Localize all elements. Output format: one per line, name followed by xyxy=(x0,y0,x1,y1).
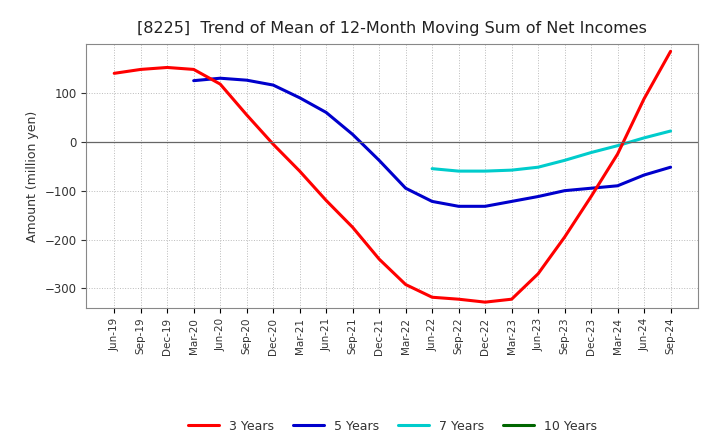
3 Years xyxy=(375,257,384,262)
5 Years xyxy=(243,77,251,83)
7 Years xyxy=(508,168,516,173)
3 Years xyxy=(110,71,119,76)
3 Years xyxy=(508,297,516,302)
Line: 5 Years: 5 Years xyxy=(194,78,670,206)
7 Years xyxy=(587,150,595,155)
3 Years xyxy=(189,67,198,72)
3 Years xyxy=(401,282,410,287)
7 Years xyxy=(481,169,490,174)
3 Years xyxy=(666,49,675,54)
Y-axis label: Amount (million yen): Amount (million yen) xyxy=(26,110,39,242)
3 Years xyxy=(216,81,225,87)
5 Years xyxy=(269,82,277,88)
Line: 7 Years: 7 Years xyxy=(432,131,670,171)
3 Years xyxy=(613,151,622,157)
5 Years xyxy=(375,158,384,163)
3 Years xyxy=(322,198,330,203)
5 Years xyxy=(295,95,304,100)
7 Years xyxy=(534,165,542,170)
3 Years xyxy=(560,235,569,240)
3 Years xyxy=(348,225,357,230)
3 Years xyxy=(428,295,436,300)
5 Years xyxy=(189,78,198,83)
3 Years xyxy=(163,65,171,70)
5 Years xyxy=(348,132,357,137)
3 Years xyxy=(587,194,595,199)
5 Years xyxy=(428,199,436,204)
Legend: 3 Years, 5 Years, 7 Years, 10 Years: 3 Years, 5 Years, 7 Years, 10 Years xyxy=(183,414,602,437)
7 Years xyxy=(666,128,675,134)
5 Years xyxy=(560,188,569,193)
Line: 3 Years: 3 Years xyxy=(114,51,670,302)
7 Years xyxy=(640,135,649,140)
3 Years xyxy=(269,142,277,147)
5 Years xyxy=(534,194,542,199)
5 Years xyxy=(587,186,595,191)
3 Years xyxy=(295,169,304,174)
Title: [8225]  Trend of Mean of 12-Month Moving Sum of Net Incomes: [8225] Trend of Mean of 12-Month Moving … xyxy=(138,21,647,36)
5 Years xyxy=(640,172,649,178)
5 Years xyxy=(216,76,225,81)
5 Years xyxy=(401,186,410,191)
5 Years xyxy=(481,204,490,209)
5 Years xyxy=(613,183,622,188)
5 Years xyxy=(666,165,675,170)
3 Years xyxy=(534,271,542,276)
7 Years xyxy=(454,169,463,174)
7 Years xyxy=(560,158,569,163)
5 Years xyxy=(454,204,463,209)
3 Years xyxy=(243,112,251,117)
3 Years xyxy=(454,297,463,302)
7 Years xyxy=(613,143,622,148)
5 Years xyxy=(322,110,330,115)
5 Years xyxy=(508,199,516,204)
3 Years xyxy=(481,300,490,305)
3 Years xyxy=(640,96,649,101)
3 Years xyxy=(136,67,145,72)
7 Years xyxy=(428,166,436,171)
